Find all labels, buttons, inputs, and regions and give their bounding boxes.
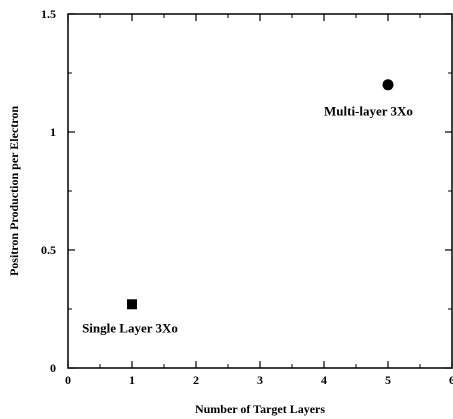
x-tick-label: 6	[449, 373, 453, 387]
x-tick-label: 0	[65, 373, 71, 387]
data-points	[127, 79, 394, 310]
data-point-circle	[382, 79, 394, 91]
y-tick-label: 0.5	[41, 243, 56, 257]
x-tick-label: 2	[193, 373, 199, 387]
point-annotation: Multi-layer 3Xo	[324, 103, 413, 118]
plot-frame	[67, 13, 453, 369]
axis-ticks	[67, 13, 453, 369]
x-tick-label: 4	[321, 373, 327, 387]
y-tick-label: 0	[50, 361, 56, 375]
point-annotations: Single Layer 3Xo Multi-layer 3Xo	[82, 103, 413, 335]
x-tick-label: 5	[385, 373, 391, 387]
y-axis-label: Positron Production per Electron	[7, 106, 21, 276]
axis-tick-labels: 0 1 2 3 4 5 6 0 0.5 1 1.5	[41, 7, 453, 387]
data-point-square	[127, 299, 137, 310]
y-tick-label: 1.5	[41, 7, 56, 21]
x-tick-label: 3	[257, 373, 263, 387]
x-tick-label: 1	[129, 373, 135, 387]
y-tick-label: 1	[50, 125, 56, 139]
x-axis-label: Number of Target Layers	[195, 402, 325, 416]
point-annotation: Single Layer 3Xo	[82, 321, 178, 336]
